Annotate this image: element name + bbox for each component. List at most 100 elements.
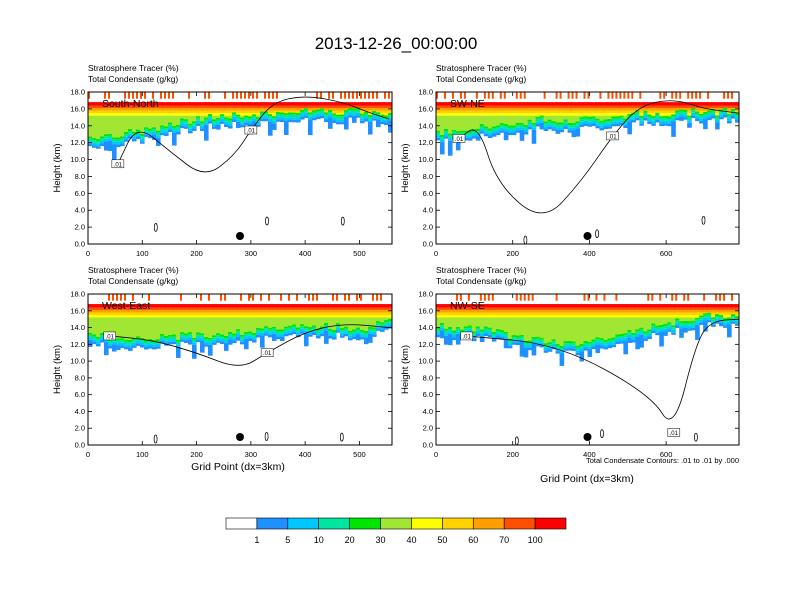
tracer-fill-cell — [328, 108, 333, 110]
tracer-fill-cell — [100, 317, 105, 333]
tracer-fill-cell — [647, 110, 652, 114]
tracer-fill-cell — [184, 309, 189, 313]
tracer-fill-cell — [352, 307, 357, 310]
condensate-contour-small — [595, 229, 599, 239]
tracer-fill-cell — [228, 120, 233, 124]
contour-label: .01 — [452, 134, 466, 143]
tracer-fill-cell — [436, 105, 441, 109]
tracer-fill-cell — [691, 314, 696, 318]
tracer-fill-cell — [256, 307, 261, 310]
tracer-fill-cell — [443, 113, 449, 116]
tracer-fill-cell — [132, 307, 137, 310]
tracer-fill-cell — [711, 102, 716, 106]
tracer-fill-cell — [100, 314, 105, 318]
tracer-fill-cell — [272, 326, 277, 329]
tracer-fill-cell — [180, 334, 185, 337]
tracer-fill-cell — [240, 115, 245, 118]
tracer-fill-cell — [168, 317, 173, 335]
tracer-fill-cell — [288, 314, 293, 318]
tracer-fill-cell — [719, 312, 724, 315]
tracer-fill-cell — [140, 136, 145, 139]
colorbar-swatch — [287, 517, 320, 530]
tracer-fill-speckle — [571, 92, 574, 99]
tracer-fill-cell — [719, 105, 724, 109]
tracer-fill-cell — [96, 105, 101, 109]
tracer-fill-cell — [208, 307, 213, 310]
tracer-fill-cell — [519, 341, 525, 357]
tracer-fill-cell — [228, 105, 233, 109]
tracer-fill-cell — [467, 317, 473, 326]
tracer-fill-cell — [575, 125, 581, 129]
tracer-fill-cell — [515, 130, 521, 133]
tracer-fill-speckle — [475, 92, 478, 99]
tracer-fill-cell — [731, 102, 736, 106]
tracer-fill-cell — [196, 317, 201, 333]
tracer-fill-cell — [439, 312, 445, 315]
tracer-fill-cell — [240, 334, 245, 337]
tracer-fill-cell — [547, 115, 553, 120]
tracer-fill-cell — [144, 344, 149, 347]
tracer-fill-cell — [296, 309, 301, 313]
tracer-fill-cell — [623, 335, 628, 338]
tracer-fill-cell — [120, 108, 125, 111]
tracer-fill-cell — [563, 304, 569, 308]
tracer-fill-cell — [272, 314, 277, 318]
tracer-fill-cell — [515, 340, 521, 343]
tracer-fill-cell — [583, 115, 589, 117]
tracer-fill-cell — [264, 116, 269, 119]
tracer-fill-cell — [312, 304, 317, 308]
tracer-fill-cell — [340, 312, 345, 315]
tracer-fill-cell — [100, 102, 105, 106]
tracer-fill-cell — [679, 317, 684, 322]
tracer-fill-cell — [483, 317, 489, 327]
tracer-fill-cell — [196, 334, 201, 338]
tracer-fill-cell — [112, 137, 117, 140]
tracer-fill-cell — [735, 307, 739, 310]
tracer-fill-cell — [507, 309, 513, 313]
tracer-fill-speckle — [675, 294, 678, 301]
tracer-fill-cell — [328, 335, 333, 339]
tracer-fill-cell — [599, 307, 605, 310]
tracer-fill-cell — [136, 136, 141, 140]
tracer-fill-cell — [208, 121, 213, 124]
tracer-fill-cell — [160, 317, 165, 334]
tracer-fill-cell — [671, 116, 676, 119]
tracer-fill-cell — [599, 338, 605, 341]
tracer-fill-cell — [551, 123, 557, 126]
tracer-fill-cell — [659, 120, 664, 124]
tracer-fill-cell — [607, 121, 613, 124]
tracer-fill-cell — [507, 312, 513, 315]
tracer-fill-cell — [208, 108, 213, 111]
tracer-fill-cell — [571, 314, 577, 318]
tracer-fill-cell — [591, 108, 597, 111]
tracer-fill-cell — [467, 314, 473, 318]
tracer-fill-cell — [232, 114, 237, 117]
tracer-fill-cell — [551, 339, 557, 342]
tracer-fill-cell — [603, 115, 609, 120]
tracer-fill-cell — [563, 108, 569, 111]
tracer-fill-cell — [443, 131, 449, 134]
tracer-fill-cell — [483, 110, 489, 114]
tracer-fill-cell — [631, 307, 636, 310]
tracer-fill-cell — [487, 327, 493, 330]
tracer-fill-cell — [136, 312, 141, 315]
tracer-fill-cell — [188, 102, 193, 106]
tracer-fill-cell — [511, 105, 517, 109]
tracer-fill-cell — [136, 105, 141, 109]
tracer-fill-speckle — [627, 92, 630, 99]
tracer-fill-cell — [188, 123, 193, 126]
tracer-fill-cell — [535, 102, 541, 106]
tracer-fill-speckle — [483, 294, 486, 301]
tracer-fill-cell — [583, 348, 589, 351]
tracer-fill-speckle — [376, 92, 378, 99]
tracer-fill-cell — [360, 105, 365, 109]
tracer-fill-cell — [356, 115, 361, 118]
tracer-fill-cell — [328, 330, 333, 334]
tracer-fill-cell — [288, 332, 293, 336]
tracer-fill-cell — [443, 307, 449, 310]
tracer-fill-cell — [535, 304, 541, 308]
tracer-fill-cell — [555, 304, 561, 308]
tracer-fill-cell — [575, 115, 581, 122]
tracer-fill-cell — [619, 317, 624, 334]
tracer-fill-cell — [735, 323, 739, 326]
